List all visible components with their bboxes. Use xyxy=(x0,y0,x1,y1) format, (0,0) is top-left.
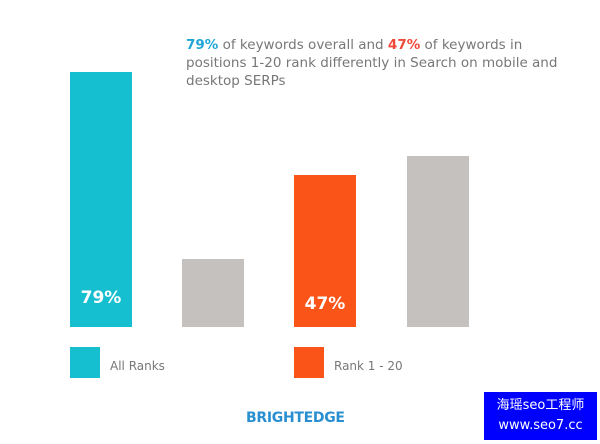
bar-1 xyxy=(182,259,244,327)
watermark-line2: www.seo7.cc xyxy=(498,418,583,433)
legend-label-all-ranks: All Ranks xyxy=(110,359,165,373)
title-text-1: of keywords overall and xyxy=(218,37,388,53)
chart-title: 79% of keywords overall and 47% of keywo… xyxy=(186,36,566,90)
title-pct-all: 79% xyxy=(186,37,219,53)
legend-swatch-rank-1-20 xyxy=(294,347,324,378)
watermark: 海瑶seo工程师 www.seo7.cc xyxy=(484,392,597,440)
bar-3 xyxy=(407,155,469,327)
title-pct-top20: 47% xyxy=(387,37,421,53)
bar-2 xyxy=(294,175,356,327)
watermark-line1: 海瑶seo工程师 xyxy=(496,398,585,413)
brightedge-logo: BRIGHTEDGE xyxy=(246,410,345,426)
bar-0 xyxy=(70,71,132,327)
title-text-2: of keywords in positions 1-20 rank diffe… xyxy=(186,37,558,89)
bar-label-0: 79% xyxy=(80,288,122,308)
legend-label-rank-1-20: Rank 1 - 20 xyxy=(334,359,403,373)
bar-label-2: 47% xyxy=(304,294,346,314)
legend-swatch-all-ranks xyxy=(70,347,100,378)
